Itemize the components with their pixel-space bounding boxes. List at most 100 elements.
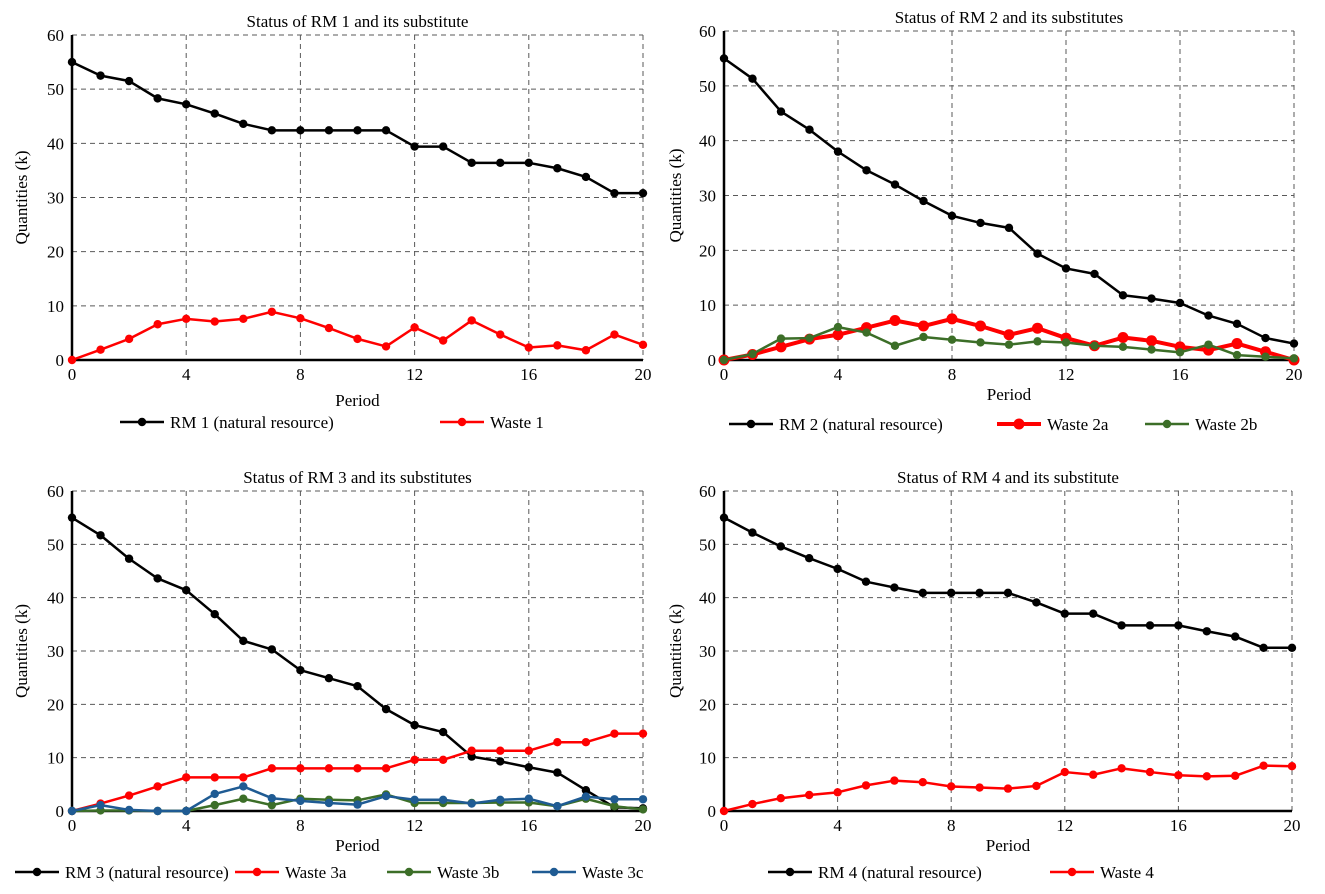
data-point-rm-1-natural-resource — [638, 188, 648, 198]
legend-label: Waste 1 — [490, 413, 544, 432]
data-point-rm-3-natural-resource — [467, 752, 476, 761]
chart-title: Status of RM 2 and its substitutes — [895, 8, 1124, 27]
y-tick-label: 0 — [708, 802, 717, 821]
data-point-rm-1-natural-resource — [524, 158, 533, 168]
data-point-waste-2a — [832, 329, 844, 341]
data-point-waste-3c — [96, 800, 105, 810]
legend-swatch-marker — [32, 867, 42, 877]
legend-entry-waste-1: Waste 1 — [440, 413, 544, 432]
y-tick-label: 60 — [699, 22, 716, 41]
y-tick-label: 20 — [47, 243, 64, 262]
data-point-rm-2-natural-resource — [890, 180, 900, 189]
data-point-rm-2-natural-resource — [748, 74, 757, 83]
data-point-rm-4-natural-resource — [947, 588, 956, 598]
data-point-rm-1-natural-resource — [438, 142, 448, 151]
data-point-rm-1-natural-resource — [610, 188, 619, 198]
data-point-waste-1 — [153, 320, 162, 329]
data-point-waste-3b — [638, 805, 648, 814]
data-point-waste-1 — [524, 343, 533, 352]
x-tick-label: 20 — [1284, 816, 1301, 835]
data-point-rm-2-natural-resource — [1232, 319, 1242, 329]
data-point-waste-4 — [975, 783, 984, 792]
x-axis-label: Period — [335, 391, 380, 410]
data-point-waste-1 — [353, 334, 362, 344]
data-point-waste-3a — [553, 738, 562, 747]
data-point-waste-3b — [610, 802, 619, 811]
data-point-waste-2b — [833, 322, 843, 332]
data-point-waste-3c — [524, 794, 533, 803]
data-point-rm-1-natural-resource — [496, 158, 505, 168]
data-point-waste-3a — [324, 764, 334, 773]
data-point-waste-3c — [210, 789, 219, 799]
data-point-waste-1 — [610, 330, 619, 339]
data-point-waste-4 — [890, 776, 899, 785]
data-point-waste-1 — [67, 355, 77, 365]
data-point-waste-2a — [1032, 322, 1043, 334]
x-tick-label: 8 — [296, 816, 305, 835]
data-point-rm-3-natural-resource — [239, 636, 248, 646]
data-point-waste-4 — [1089, 770, 1098, 779]
data-point-waste-3c — [496, 795, 505, 804]
x-tick-label: 12 — [1058, 365, 1075, 384]
data-point-waste-3a — [438, 755, 448, 764]
data-point-waste-3c — [182, 806, 191, 816]
data-point-waste-3c — [324, 798, 334, 808]
data-point-waste-3b — [239, 794, 248, 803]
data-point-waste-3a — [353, 764, 362, 773]
data-point-waste-3a — [524, 746, 533, 755]
data-point-waste-2b — [862, 328, 871, 337]
data-point-rm-2-natural-resource — [1289, 339, 1299, 348]
data-point-waste-3c — [353, 800, 362, 809]
x-tick-label: 8 — [296, 365, 305, 384]
legend-label: Waste 3c — [582, 863, 644, 882]
data-point-rm-1-natural-resource — [324, 126, 334, 135]
y-axis-label: Quantities (k) — [666, 604, 685, 698]
data-point-rm-3-natural-resource — [381, 704, 391, 714]
data-point-waste-2b — [919, 332, 928, 342]
legend-entry-waste-3c: Waste 3c — [532, 863, 644, 882]
data-point-rm-2-natural-resource — [1175, 298, 1185, 308]
data-point-waste-3a — [124, 791, 134, 800]
x-axis-label: Period — [986, 836, 1031, 855]
data-point-waste-3a — [581, 738, 591, 747]
data-point-waste-2b — [1261, 352, 1270, 361]
data-point-waste-3c — [267, 794, 277, 803]
data-point-waste-4 — [748, 799, 757, 809]
y-tick-label: 30 — [47, 642, 64, 661]
data-point-rm-4-natural-resource — [776, 542, 785, 551]
chart-title: Status of RM 3 and its substitutes — [243, 468, 472, 487]
data-point-rm-3-natural-resource — [324, 674, 334, 683]
data-point-waste-1 — [239, 314, 248, 324]
series-waste-4 — [719, 761, 1297, 816]
data-point-waste-3a — [239, 773, 248, 782]
data-point-waste-3c — [553, 802, 562, 811]
data-point-rm-4-natural-resource — [861, 577, 871, 586]
data-point-waste-2a — [975, 320, 986, 332]
series-rm-1-natural-resource — [67, 57, 648, 198]
data-point-rm-1-natural-resource — [410, 142, 419, 151]
y-tick-label: 30 — [47, 189, 64, 208]
data-point-rm-4-natural-resource — [805, 554, 814, 563]
y-tick-label: 0 — [708, 351, 717, 370]
legend-label: Waste 2b — [1195, 415, 1257, 434]
data-point-rm-3-natural-resource — [296, 666, 305, 675]
y-tick-label: 10 — [699, 749, 716, 768]
y-tick-label: 30 — [699, 187, 716, 206]
data-point-waste-4 — [1145, 767, 1155, 777]
data-point-waste-2b — [1090, 341, 1099, 350]
data-point-waste-2b — [1061, 338, 1071, 347]
data-point-waste-2b — [1175, 348, 1185, 357]
data-point-waste-2b — [1232, 350, 1242, 360]
y-tick-label: 60 — [47, 26, 64, 45]
data-point-waste-3c — [124, 805, 134, 815]
data-point-rm-1-natural-resource — [353, 126, 362, 135]
chart-rm2: Status of RM 2 and its substitutes 0 10 20 3… — [666, 8, 1303, 434]
data-point-waste-2b — [719, 355, 729, 365]
chart-title: Status of RM 4 and its substitute — [897, 468, 1119, 487]
data-point-waste-1 — [410, 323, 419, 332]
data-point-waste-4 — [947, 782, 956, 791]
data-point-waste-3b — [210, 800, 219, 810]
data-point-rm-3-natural-resource — [67, 513, 77, 522]
data-point-waste-3a — [210, 773, 219, 782]
y-tick-label: 40 — [699, 589, 716, 608]
